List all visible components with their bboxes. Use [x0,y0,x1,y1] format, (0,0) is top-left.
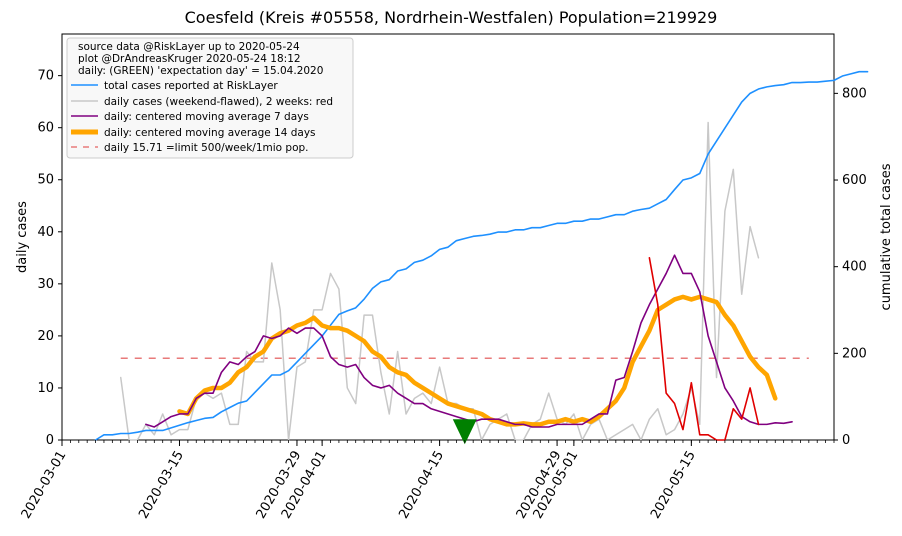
x-axis: 2020-03-01 2020-03-15 2020-03-292020-04-01… [19,440,835,522]
x-tick-label: 2020-04-15 [396,449,447,522]
y-left-tick-label: 10 [37,381,54,396]
y-right-tick-label: 800 [842,86,867,101]
x-tick-label: 2020-03-15 [136,449,187,522]
y-axis-label-right: cumulative total cases [879,163,894,310]
y-axis-label-left: daily cases [15,201,30,273]
y-left-tick-label: 50 [37,173,54,188]
y-right-tick-label: 400 [842,260,867,275]
series-total-cases [94,70,869,441]
legend-header-2: plot @DrAndreasKruger 2020-05-24 18:12 [78,53,301,65]
y-left-tick-label: 60 [37,121,54,136]
y-right-tick-label: 600 [842,173,867,188]
x-tick-label: 2020-05-15 [648,449,699,522]
y-left-tick-label: 30 [37,277,54,292]
series-ma14 [177,294,778,427]
y-left-tick-label: 0 [46,433,54,448]
y-left-tick-label: 70 [37,69,54,84]
legend-header-1: source data @RiskLayer up to 2020-05-24 [78,41,300,53]
series-recent-daily [648,257,760,441]
legend-label-ma14: daily: centered moving average 14 days [104,127,316,139]
legend-label-daily: daily cases (weekend-flawed), 2 weeks: r… [104,96,333,108]
legend-label-total: total cases reported at RiskLayer [104,80,278,92]
series-daily-cases [119,121,760,441]
y-left-tick-label: 40 [37,225,54,240]
y-left-tick-label: 20 [37,329,54,344]
legend-label-limit: daily 15.71 =limit 500/week/1mio pop. [104,142,309,154]
legend-label-ma7: daily: centered moving average 7 days [104,111,309,123]
x-tick-label: 2020-03-01 [19,449,70,522]
right-axis: 0 200 400 600 800 [834,86,867,448]
y-right-tick-label: 200 [842,346,867,361]
left-axis: 0 10 20 30 40 50 60 70 [37,69,62,448]
expectation-day-marker [452,419,477,445]
legend-header-3: daily: (GREEN) 'expectation day' = 15.04… [78,65,323,77]
y-right-tick-label: 0 [842,433,850,448]
legend-box [66,37,354,159]
legend: source data @RiskLayer up to 2020-05-24 … [66,37,354,159]
chart-title: Coesfeld (Kreis #05558, Nordrhein-Westfa… [185,8,718,27]
marker-layer [452,419,477,445]
